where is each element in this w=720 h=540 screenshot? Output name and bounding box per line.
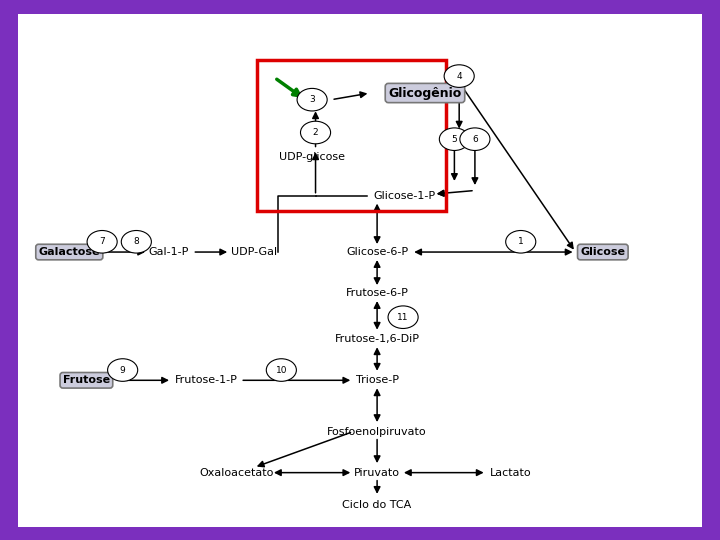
- Text: Glicose-6-P: Glicose-6-P: [346, 247, 408, 257]
- Text: Piruvato: Piruvato: [354, 468, 400, 478]
- Circle shape: [297, 89, 327, 111]
- Text: Glicogênio: Glicogênio: [388, 86, 462, 99]
- Text: 2: 2: [312, 128, 318, 137]
- Text: 5: 5: [451, 134, 457, 144]
- Text: Frutose-6-P: Frutose-6-P: [346, 288, 408, 298]
- Circle shape: [87, 231, 117, 253]
- Circle shape: [107, 359, 138, 381]
- Text: UDP-Gal: UDP-Gal: [231, 247, 277, 257]
- Circle shape: [460, 128, 490, 151]
- Text: Frutose-1-P: Frutose-1-P: [175, 375, 238, 386]
- Text: Glicose-1-P: Glicose-1-P: [374, 191, 436, 201]
- Circle shape: [505, 231, 536, 253]
- Circle shape: [388, 306, 418, 328]
- Text: 3: 3: [310, 95, 315, 104]
- Circle shape: [439, 128, 469, 151]
- Circle shape: [300, 122, 330, 144]
- Text: 1: 1: [518, 237, 523, 246]
- Text: Lactato: Lactato: [490, 468, 531, 478]
- Circle shape: [121, 231, 151, 253]
- Text: Triose-P: Triose-P: [356, 375, 399, 386]
- Text: 4: 4: [456, 72, 462, 80]
- Circle shape: [266, 359, 297, 381]
- Text: Frutose: Frutose: [63, 375, 110, 386]
- Bar: [258, 60, 446, 211]
- Text: 9: 9: [120, 366, 125, 375]
- Text: Oxaloacetato: Oxaloacetato: [199, 468, 274, 478]
- Text: Fosfoenolpiruvato: Fosfoenolpiruvato: [328, 427, 427, 437]
- Text: UDP-glicose: UDP-glicose: [279, 152, 345, 162]
- Text: Frutose-1,6-DiP: Frutose-1,6-DiP: [335, 334, 420, 345]
- Text: Gal-1-P: Gal-1-P: [148, 247, 189, 257]
- Text: Ciclo do TCA: Ciclo do TCA: [343, 500, 412, 510]
- Text: Glicose: Glicose: [580, 247, 625, 257]
- Text: Galactose: Galactose: [39, 247, 100, 257]
- Text: 7: 7: [99, 237, 105, 246]
- Text: 10: 10: [276, 366, 287, 375]
- Text: 6: 6: [472, 134, 478, 144]
- Circle shape: [444, 65, 474, 87]
- Text: 11: 11: [397, 313, 409, 322]
- Text: 8: 8: [133, 237, 139, 246]
